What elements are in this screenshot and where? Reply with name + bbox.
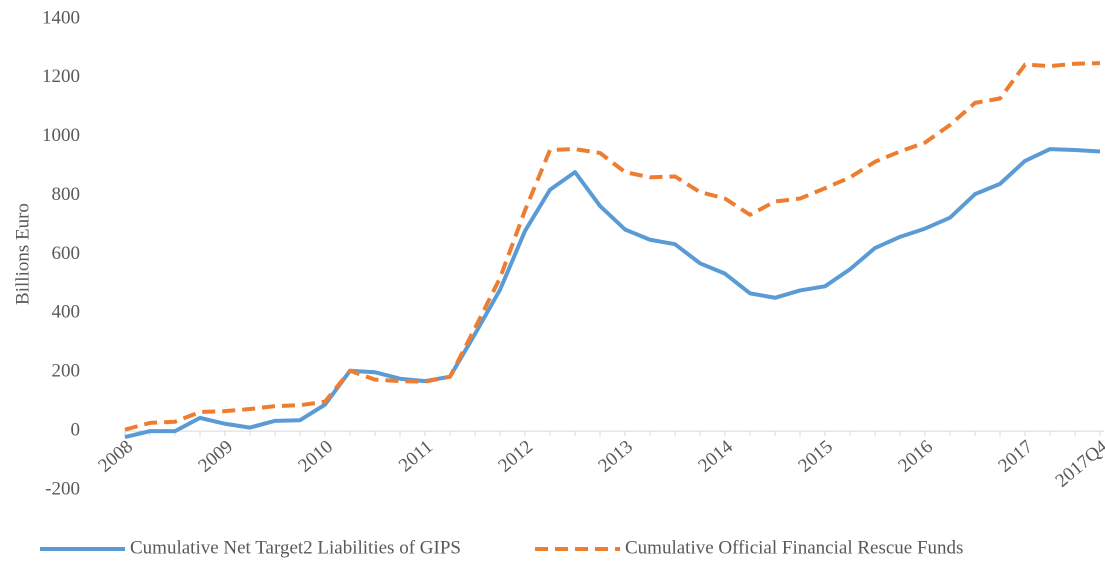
x-tick-label: 2009	[194, 436, 237, 477]
y-tick-label: -200	[45, 478, 80, 499]
x-tick-label: 2013	[594, 436, 637, 477]
y-tick-label: 400	[52, 302, 81, 323]
y-tick-label: 600	[52, 243, 81, 264]
x-tick-label: 2014	[694, 436, 737, 477]
x-tick-label: 2016	[894, 436, 937, 477]
x-tick-label: 2010	[294, 436, 337, 477]
y-axis-label: Billions Euro	[12, 203, 33, 305]
x-tick-label: 2017	[994, 436, 1037, 477]
legend-label: Cumulative Net Target2 Liabilities of GI…	[130, 537, 461, 558]
x-tick-label: 2017Q4	[1052, 436, 1105, 492]
x-tick-label: 2011	[395, 436, 437, 476]
y-tick-label: 0	[71, 419, 81, 440]
y-tick-label: 200	[52, 361, 81, 382]
series-line	[124, 147, 1101, 439]
x-tick-label: 2008	[94, 436, 137, 477]
y-tick-label: 800	[52, 184, 81, 205]
x-tick-label: 2012	[494, 436, 537, 477]
legend-label: Cumulative Official Financial Rescue Fun…	[625, 537, 963, 558]
y-tick-label: 1000	[42, 125, 80, 146]
y-tick-label: 1400	[42, 7, 80, 28]
series-line	[124, 61, 1101, 432]
x-tick-label: 2015	[794, 436, 837, 477]
y-tick-label: 1200	[42, 66, 80, 87]
